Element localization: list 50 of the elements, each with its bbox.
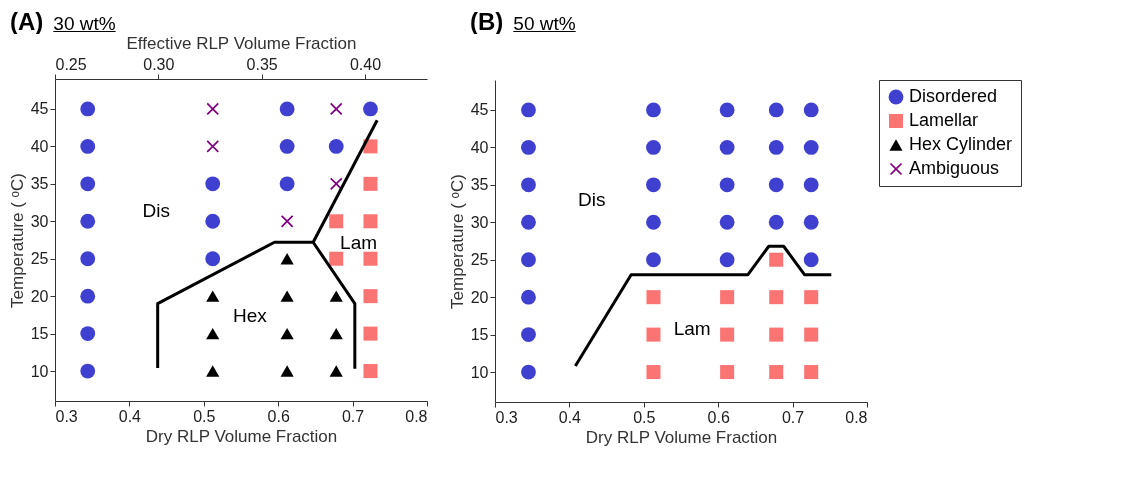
y-tick-label: 25	[30, 250, 49, 268]
x-tick-label: 0.6	[267, 407, 290, 425]
x-axis-title: Dry RLP Volume Fraction	[585, 427, 778, 447]
y-tick-label: 20	[470, 288, 489, 306]
x-tick-label: 0.7	[781, 408, 805, 426]
x2-axis-title: Effective RLP Volume Fraction	[126, 33, 357, 53]
legend-label: Hex Cylinder	[909, 134, 1013, 154]
y-tick-label: 25	[470, 251, 489, 269]
x-axis-title: Dry RLP Volume Fraction	[145, 426, 338, 446]
x2-tick-label: 0.25	[55, 55, 87, 73]
x2-tick-label: 0.35	[246, 55, 278, 73]
y-tick-label: 20	[30, 287, 49, 305]
x-tick-label: 0.8	[405, 407, 428, 425]
annotation: Hex	[233, 304, 268, 326]
chart-subtitle: 50 wt%	[513, 13, 576, 34]
x-tick-label: 0.4	[558, 408, 582, 426]
x2-tick-label: 0.40	[349, 55, 382, 73]
x-tick-label: 0.5	[633, 408, 656, 426]
legend-label: Disordered	[909, 86, 998, 106]
y-tick-label: 45	[30, 100, 49, 118]
annotation: Dis	[142, 199, 170, 221]
x-tick-label: 0.7	[341, 407, 365, 425]
y-tick-label: 15	[470, 326, 489, 344]
x-tick-label: 0.5	[193, 407, 216, 425]
y-tick-label: 40	[30, 137, 49, 155]
y-tick-label: 30	[470, 213, 489, 231]
x-tick-label: 0.8	[845, 408, 868, 426]
y-tick-label: 40	[470, 138, 489, 156]
y-tick-label: 35	[470, 176, 489, 194]
x-tick-label: 0.3	[495, 408, 518, 426]
annotation: Lam	[673, 318, 711, 340]
annotation: Dis	[577, 188, 606, 210]
x-tick-label: 0.3	[55, 407, 78, 425]
legend-label: Lamellar	[909, 110, 979, 130]
chart-subtitle: 30 wt%	[53, 13, 116, 34]
y-tick-label: 10	[470, 363, 489, 381]
y-axis-title: Temperature ( ᵒC)	[447, 174, 467, 309]
y-tick-label: 15	[30, 325, 49, 343]
x2-tick-label: 0.30	[143, 55, 175, 73]
y-tick-label: 35	[30, 175, 49, 193]
y-tick-label: 30	[30, 212, 49, 230]
x-tick-label: 0.6	[707, 408, 730, 426]
legend-label: Ambiguous	[909, 158, 1000, 178]
y-axis-title: Temperature ( ᵒC)	[7, 173, 27, 308]
y-tick-label: 10	[30, 362, 49, 380]
x-tick-label: 0.4	[118, 407, 142, 425]
chart-title: (B)	[470, 8, 504, 35]
chart-title: (A)	[10, 8, 44, 35]
annotation: Lam	[340, 231, 378, 253]
y-tick-label: 45	[470, 101, 489, 119]
